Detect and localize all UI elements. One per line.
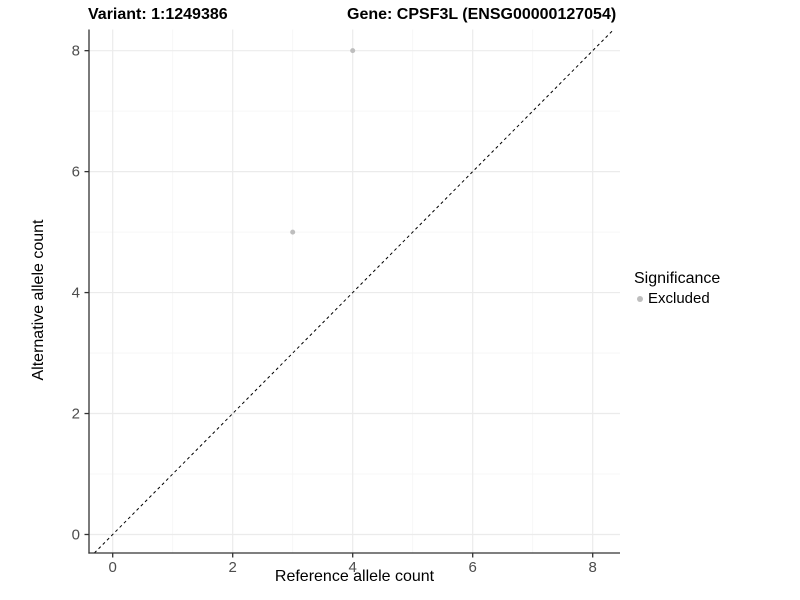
y-tick-label: 4 [72, 285, 80, 302]
legend-item-excluded: Excluded [632, 290, 720, 307]
data-point [290, 229, 296, 235]
x-tick-label: 4 [349, 559, 357, 576]
plot-title-variant: Variant: 1:1249386 [88, 6, 228, 23]
y-axis-title: Alternative allele count [30, 219, 47, 381]
x-axis-title: Reference allele count [274, 568, 435, 585]
x-tick-label: 0 [109, 559, 117, 576]
y-tick-label: 6 [72, 164, 80, 181]
x-tick-label: 6 [469, 559, 477, 576]
y-tick-label: 8 [72, 43, 80, 60]
y-tick-label: 2 [72, 406, 80, 423]
legend-title: Significance [634, 270, 721, 287]
x-tick-label: 2 [229, 559, 237, 576]
x-tick-label: 8 [589, 559, 597, 576]
identity-line [93, 29, 615, 554]
y-tick-label: 0 [72, 526, 80, 543]
legend: Significance Excluded [632, 270, 720, 307]
plot-title-gene: Gene: CPSF3L (ENSG00000127054) [347, 6, 617, 23]
excluded-point-icon [637, 295, 643, 302]
data-point [350, 48, 356, 54]
legend-item-label: Excluded [648, 290, 710, 307]
